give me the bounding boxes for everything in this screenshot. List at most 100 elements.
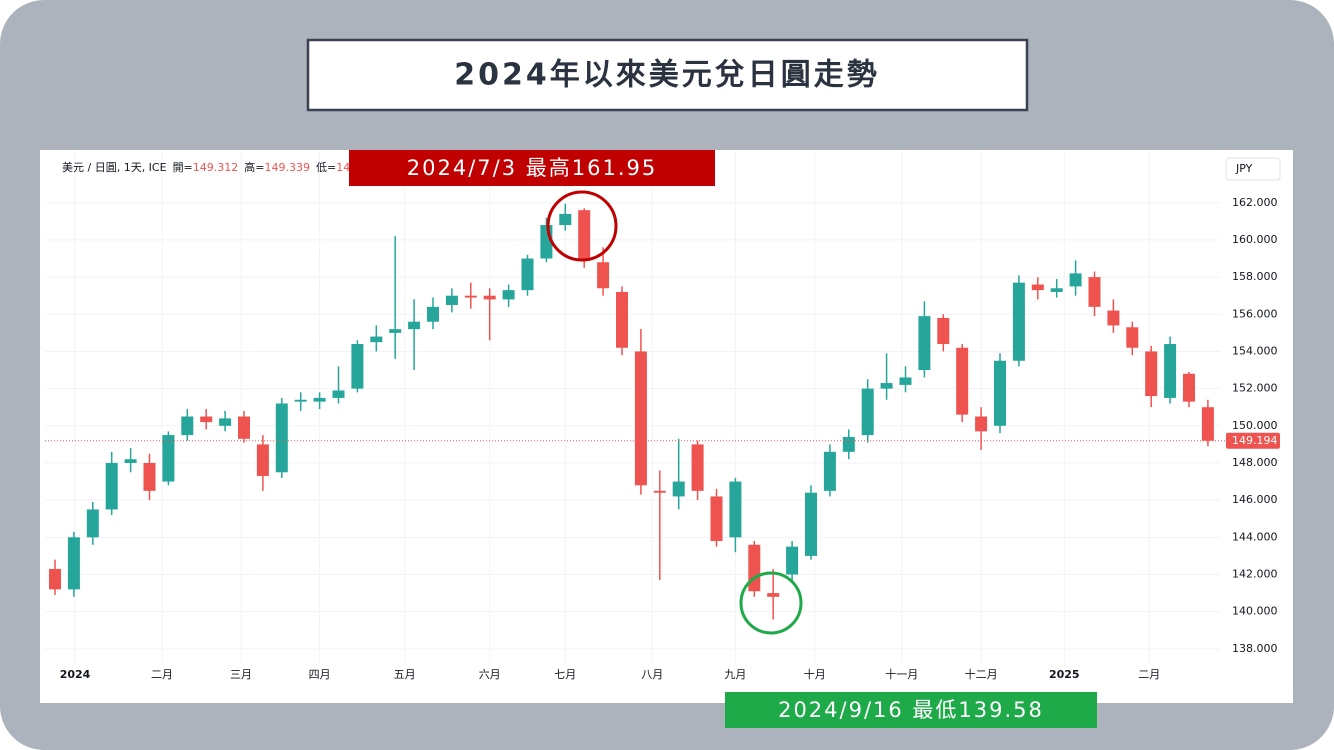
info-label: 低=	[316, 161, 336, 174]
y-tick-label: 144.000	[1232, 530, 1278, 543]
candle-body	[86, 509, 99, 538]
candle-body	[502, 290, 515, 300]
y-tick-label: 156.000	[1232, 307, 1278, 320]
candle-body	[238, 416, 250, 439]
candle-body	[370, 336, 383, 343]
currency-box	[1225, 157, 1281, 181]
candle-body	[256, 444, 269, 476]
candle-body	[464, 295, 477, 298]
candle-body	[162, 435, 175, 482]
candle-body	[143, 462, 156, 491]
x-tick-label: 十月	[804, 667, 826, 681]
candle-body	[313, 397, 326, 402]
candle-body	[445, 295, 458, 305]
high-annotation: 2024/7/3 最高161.95	[407, 156, 657, 180]
x-tick-label: 二月	[1138, 668, 1160, 681]
candle-body	[918, 316, 931, 371]
candle-body	[1164, 344, 1177, 398]
candle-body	[1107, 310, 1120, 326]
y-tick-label: 160.000	[1232, 233, 1278, 246]
info-label: 高=	[244, 160, 264, 174]
candle-body	[578, 210, 591, 261]
candle-body	[1088, 277, 1101, 307]
currency: JPY	[1235, 162, 1253, 175]
candle-body	[729, 481, 742, 538]
candle-body	[483, 295, 496, 300]
candle-body	[1126, 327, 1139, 348]
candle-body	[786, 546, 799, 575]
y-tick-label: 138.000	[1232, 642, 1278, 655]
candle-body	[861, 388, 874, 436]
x-tick-label: 十一月	[885, 667, 918, 681]
y-tick-label: 162.000	[1232, 196, 1278, 209]
x-tick-label: 九月	[724, 668, 746, 681]
candle-body	[1012, 282, 1025, 361]
x-tick-label: 六月	[479, 668, 501, 681]
candle-body	[521, 258, 534, 291]
y-tick-label: 158.000	[1232, 270, 1278, 283]
y-tick-label: 148.000	[1232, 456, 1278, 469]
candle-body	[427, 306, 439, 322]
low-banner	[725, 692, 1097, 728]
candle-body	[408, 321, 421, 330]
candle-body	[710, 496, 723, 542]
y-tick-label: 150.000	[1232, 419, 1278, 432]
candle-body	[597, 262, 610, 289]
candle-body	[124, 459, 137, 463]
candle-body	[181, 416, 194, 436]
y-tick-label: 146.000	[1232, 493, 1278, 506]
candle-body	[67, 537, 80, 590]
candle-body	[767, 593, 780, 597]
symbol-header: 美元 / 日圓, 1天, ICE開=149.312高=149.339低=149.…	[62, 160, 382, 174]
x-tick-label: 十二月	[965, 667, 998, 681]
x-tick-label: 八月	[641, 668, 663, 681]
candle-body	[275, 403, 288, 473]
y-tick-label: 140.000	[1232, 605, 1278, 618]
candle-body	[616, 291, 628, 348]
candle-body	[805, 492, 817, 556]
candle-body	[823, 451, 836, 491]
x-tick-label: 七月	[554, 668, 576, 681]
candle-body	[559, 213, 572, 226]
candle-body	[1031, 284, 1044, 291]
candle-body	[1050, 288, 1063, 292]
x-tick-label: 2025	[1049, 668, 1080, 681]
chart-title: 2024年以來美元兌日圓走勢	[454, 58, 880, 93]
price-box	[1226, 432, 1280, 449]
x-tick-label: 四月	[309, 668, 331, 681]
y-tick-label: 154.000	[1232, 344, 1278, 357]
x-tick-label: 五月	[394, 668, 416, 681]
candle-body	[634, 351, 647, 486]
candle-body	[389, 329, 402, 333]
info-label: 開=	[173, 161, 193, 174]
candle-body	[691, 444, 704, 491]
candle-body	[1145, 351, 1158, 397]
x-tick-label: 二月	[151, 668, 173, 681]
high-circle	[546, 190, 618, 262]
candle-body	[842, 436, 855, 452]
candle-body	[1069, 273, 1082, 287]
high-banner	[349, 150, 715, 186]
low-annotation: 2024/9/16 最低139.58	[778, 698, 1044, 722]
candle-body	[937, 317, 950, 345]
candle-body	[975, 416, 988, 432]
y-tick-label: 142.000	[1232, 567, 1278, 580]
candle-body	[1201, 407, 1214, 441]
info-value: 149.339	[265, 161, 311, 174]
candle-body	[294, 399, 307, 402]
candle-body	[672, 481, 685, 497]
x-tick-label: 三月	[230, 668, 252, 681]
price-label: 149.194	[1232, 434, 1278, 447]
symbol: 美元 / 日圓, 1天, ICE	[62, 161, 167, 174]
candle-body	[1183, 373, 1195, 402]
candle-body	[880, 383, 893, 389]
y-tick-label: 152.000	[1232, 382, 1278, 395]
candle-body	[332, 390, 345, 398]
candle-body	[956, 347, 969, 415]
candle-body	[351, 344, 364, 389]
candle-body	[105, 462, 118, 510]
candle-body	[200, 416, 213, 423]
x-tick-label: 2024	[60, 668, 91, 681]
chart-panel	[40, 150, 1293, 703]
